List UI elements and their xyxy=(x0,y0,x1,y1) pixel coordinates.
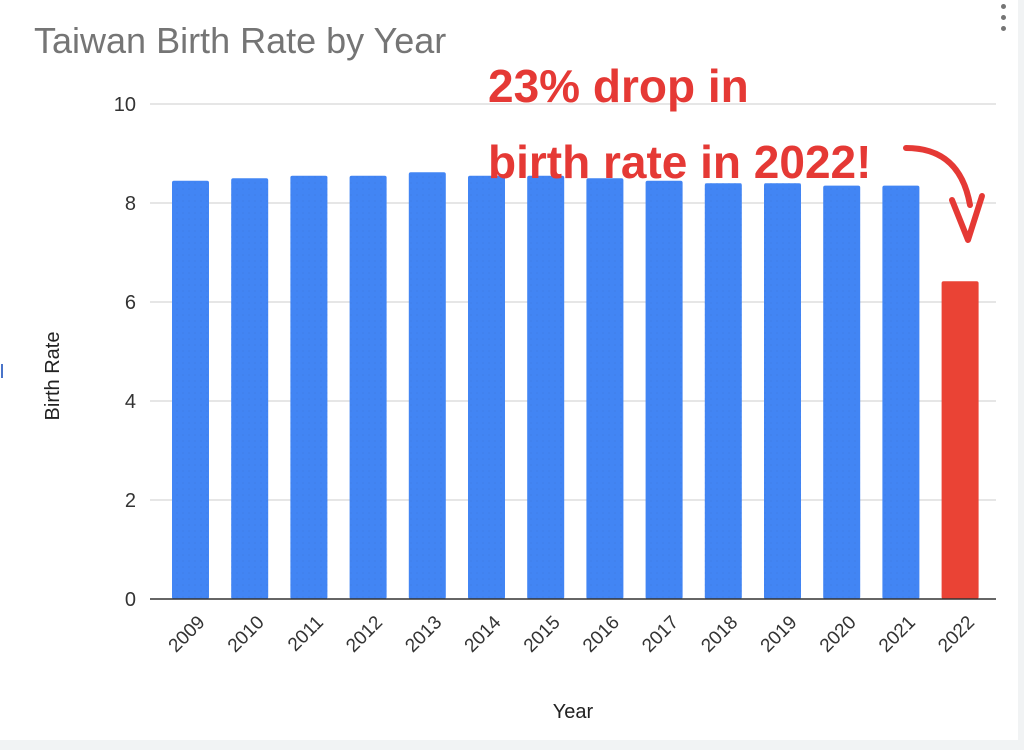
bar-texture-2021 xyxy=(882,185,920,600)
bar-texture-2012 xyxy=(349,175,387,599)
y-tick-label: 4 xyxy=(125,391,136,413)
y-tick-label: 0 xyxy=(125,589,136,611)
x-axis-label: Year xyxy=(553,701,594,723)
bar-2022[interactable] xyxy=(941,281,979,599)
x-tick-label: 2021 xyxy=(875,612,920,657)
bar-texture-2014 xyxy=(468,175,505,599)
bar-texture-2018 xyxy=(704,183,742,599)
x-tick-label: 2016 xyxy=(579,612,624,657)
x-tick-label: 2010 xyxy=(224,612,269,657)
bar-texture-2011 xyxy=(290,175,328,599)
x-tick-label: 2020 xyxy=(816,612,861,657)
y-tick-label: 8 xyxy=(125,193,136,215)
x-tick-label: 2019 xyxy=(757,612,802,657)
bars xyxy=(172,172,979,600)
x-tick-label: 2012 xyxy=(342,612,387,657)
annotation-line-2: birth rate in 2022! xyxy=(488,136,872,188)
x-tick-label: 2013 xyxy=(401,612,446,657)
bar-texture-2019 xyxy=(764,183,801,599)
annotation-text: 23% drop in birth rate in 2022! xyxy=(488,48,871,200)
x-tick-label: 2014 xyxy=(461,612,506,657)
bar-texture-2020 xyxy=(823,185,861,600)
annotation-line-1: 23% drop in xyxy=(488,60,749,112)
y-axis-ticks: 0 2 4 6 8 10 xyxy=(114,94,136,611)
y-tick-label: 10 xyxy=(114,94,136,116)
bar-texture-2010 xyxy=(231,178,269,599)
x-tick-label: 2015 xyxy=(520,612,565,657)
more-options-icon[interactable] xyxy=(998,4,1008,40)
bar-texture-2016 xyxy=(586,178,624,599)
x-axis-ticks: 2009 2010 2011 2012 2013 2014 2015 2016 2017 2018… xyxy=(165,612,979,657)
x-tick-label: 2022 xyxy=(934,612,979,657)
bar-texture-2015 xyxy=(527,175,565,599)
x-tick-label: 2011 xyxy=(284,612,328,656)
annotation-arrow-icon xyxy=(903,145,973,208)
x-tick-label: 2009 xyxy=(165,612,210,657)
bar-texture-2009 xyxy=(172,180,209,599)
bar-texture-2013 xyxy=(408,172,446,599)
y-tick-label: 6 xyxy=(125,292,136,314)
edge-marker xyxy=(1,364,3,378)
x-tick-label: 2017 xyxy=(638,612,683,657)
x-tick-label: 2018 xyxy=(697,612,742,657)
y-axis-label: Birth Rate xyxy=(42,332,64,421)
chart-title: Taiwan Birth Rate by Year xyxy=(34,20,447,61)
arrow-head-icon xyxy=(949,193,985,243)
bar-texture-2017 xyxy=(645,180,683,599)
y-tick-label: 2 xyxy=(125,490,136,512)
